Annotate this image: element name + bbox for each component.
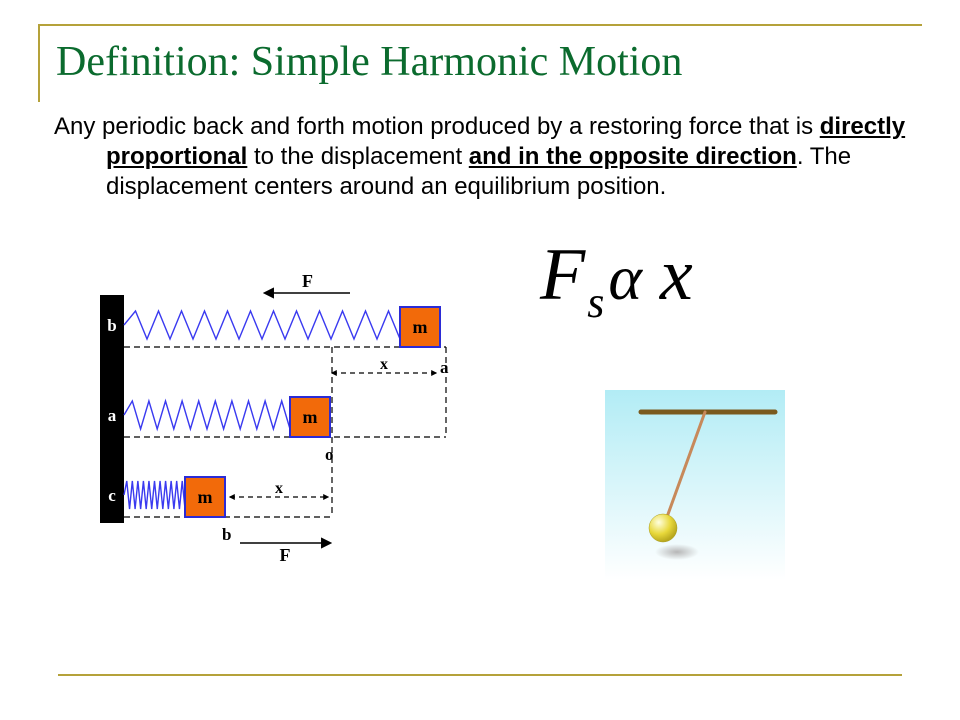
pendulum-diagram xyxy=(605,390,785,580)
equation-s: s xyxy=(585,278,604,327)
definition-text: Any periodic back and forth motion produ… xyxy=(54,112,906,202)
body-em2: and in the opposite direction xyxy=(469,143,797,170)
svg-text:x: x xyxy=(380,356,388,373)
frame-left-rule xyxy=(38,24,40,102)
slide-title: Definition: Simple Harmonic Motion xyxy=(56,38,682,86)
svg-text:b: b xyxy=(107,316,116,335)
svg-text:c: c xyxy=(108,486,116,505)
svg-text:x: x xyxy=(275,480,283,497)
frame-bottom-rule xyxy=(58,674,902,676)
equation-F: F xyxy=(540,234,585,316)
svg-text:b: b xyxy=(222,525,231,544)
svg-text:F: F xyxy=(280,545,291,565)
frame-top-rule xyxy=(38,24,922,26)
svg-text:o: o xyxy=(325,445,334,464)
equation-fs-alpha-x: Fsαx xyxy=(540,238,693,325)
body-pre: Any periodic back and forth motion produ… xyxy=(54,113,820,140)
spring-mass-diagram: FFxxmbmamcaob xyxy=(100,265,500,565)
svg-text:a: a xyxy=(108,406,117,425)
body-mid1: to the displacement xyxy=(247,143,468,170)
svg-text:m: m xyxy=(198,487,213,507)
svg-text:m: m xyxy=(413,317,428,337)
svg-text:m: m xyxy=(303,407,318,427)
svg-text:F: F xyxy=(302,271,313,291)
equation-alpha: α xyxy=(604,242,648,313)
slide: Definition: Simple Harmonic Motion Any p… xyxy=(0,0,960,720)
equation-x: x xyxy=(648,234,693,316)
svg-text:a: a xyxy=(440,358,449,377)
